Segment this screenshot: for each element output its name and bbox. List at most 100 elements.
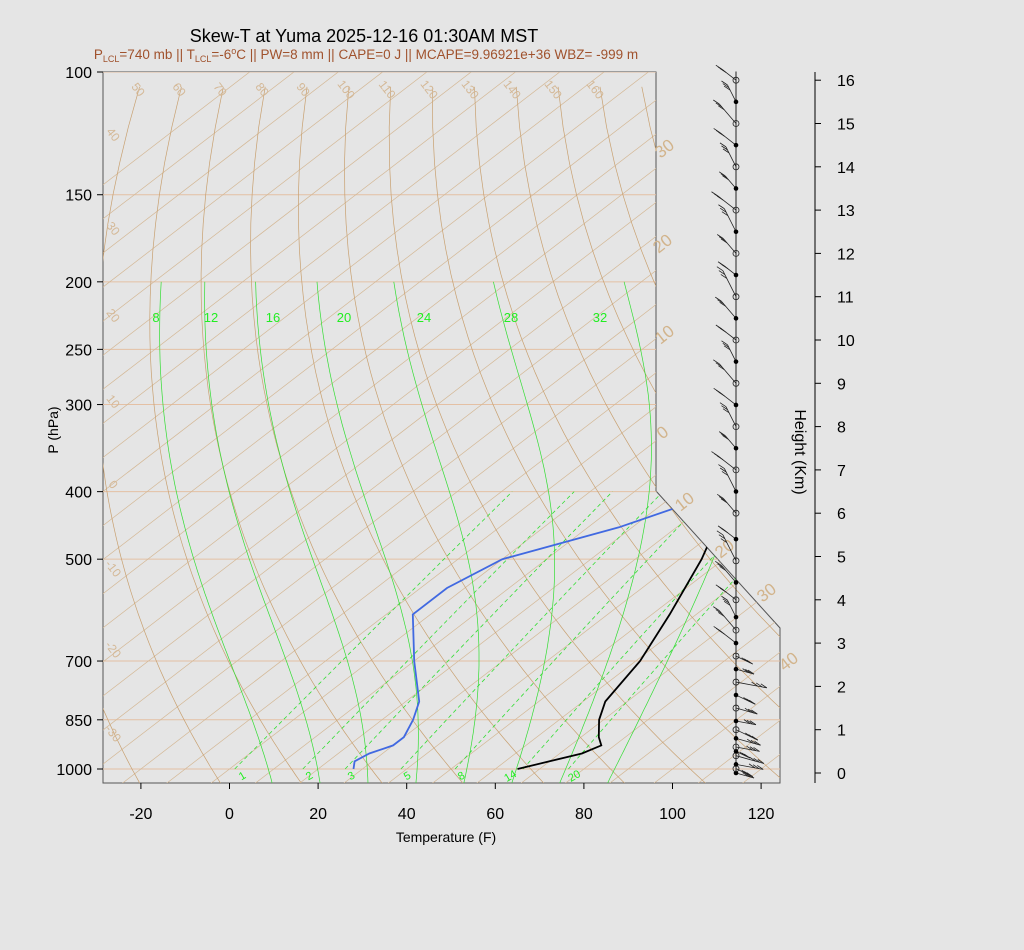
wind-barb-feather	[757, 759, 765, 764]
wind-barb-feather	[716, 266, 724, 271]
isotherm-line	[103, 72, 779, 783]
wind-barb-feather	[723, 85, 731, 91]
mixing-ratio-bottom-label: 2	[304, 770, 315, 783]
mixing-ratio-bottom-label: 3	[346, 770, 357, 783]
height-tick-label: 7	[837, 463, 846, 480]
wind-barb-feather	[720, 238, 728, 244]
moist-adiabat	[393, 281, 480, 783]
height-tick-label: 1	[837, 723, 846, 740]
wind-barb	[716, 493, 740, 517]
wind-barb-feather	[719, 566, 726, 571]
wind-barb-calm	[732, 249, 740, 257]
wind-barb-feather	[721, 471, 729, 476]
wind-barb-calm	[732, 626, 740, 634]
moist-adiabat	[159, 281, 273, 783]
mixing-ratio-label: 16	[266, 310, 280, 325]
wind-barb-feather	[747, 708, 755, 714]
mixing-ratio-bottom-label: 8	[456, 770, 467, 783]
wind-barb-feather	[719, 301, 726, 307]
wind-barb-feather	[756, 765, 764, 770]
wind-barb	[733, 736, 761, 746]
wind-barb-feather	[749, 699, 756, 705]
dry-adiabat	[474, 86, 780, 783]
wind-barb-dot	[733, 718, 739, 724]
dry-adiabat	[200, 86, 383, 783]
wind-barb-staff	[727, 600, 737, 618]
pressure-tick-label: 400	[65, 485, 92, 502]
wind-barb-feather	[719, 142, 727, 148]
mixing-ratio-labels: 8 12 16 20 24 28 321 2 3 5 8 14 20	[152, 310, 607, 785]
isotherm-line	[103, 72, 425, 783]
temperature-tick-label: 0	[225, 806, 234, 823]
wind-barb	[717, 525, 739, 542]
isotherm-line	[786, 40, 1024, 784]
temperature-tick-label: 40	[398, 806, 416, 823]
isotherm-line	[1008, 40, 1024, 784]
height-tick-label: 11	[837, 290, 854, 307]
wind-barb-feather	[718, 270, 726, 275]
wind-barb-dot	[733, 445, 739, 451]
temperature-tick-label: 120	[748, 806, 775, 823]
wind-barb-dot	[733, 762, 739, 767]
wind-barb	[721, 80, 739, 105]
isotherm-line	[103, 72, 780, 783]
pressure-tick-label: 100	[65, 65, 92, 82]
wind-barb-feather	[715, 102, 723, 108]
moist-adiabat	[316, 281, 419, 783]
wind-barb-calm	[732, 336, 740, 344]
wind-barb-staff	[724, 208, 737, 232]
height-tick-label: 15	[837, 117, 855, 134]
wind-barb-feather	[717, 299, 724, 305]
mixing-ratio-bottom-label: 1	[237, 770, 248, 783]
isotherm-line	[919, 40, 1024, 784]
wind-barb	[713, 359, 740, 387]
wind-barb	[733, 666, 755, 675]
wind-barb	[715, 64, 740, 84]
wind-barb-calm	[732, 557, 740, 565]
wind-barb-feather	[751, 709, 758, 715]
wind-barb-calm	[732, 163, 740, 171]
dry-adiabat	[851, 87, 1024, 784]
wind-barb-staff	[724, 175, 737, 189]
wind-barb	[721, 340, 739, 364]
dry-adiabat-label: 30	[753, 579, 780, 606]
wind-barb-feather	[713, 606, 720, 611]
isotherm-line	[103, 72, 602, 783]
x-axis-label: Temperature (F)	[396, 829, 496, 845]
dry-adiabat	[103, 86, 222, 783]
temperature-profile	[517, 72, 780, 770]
height-tick-label: 16	[837, 73, 855, 90]
wind-barb-feather	[746, 719, 754, 725]
temperature-tick-label: -20	[129, 806, 152, 823]
wind-barb-staff	[725, 146, 737, 167]
wind-barb-dot	[733, 186, 739, 191]
wind-barb	[733, 718, 757, 726]
isotherm-line	[103, 72, 558, 783]
wind-barb-feather	[718, 236, 726, 242]
wind-barb-feather	[753, 757, 760, 763]
isotherm-line	[831, 40, 1024, 784]
wind-barb-feather	[743, 719, 751, 724]
moist-adiabats	[159, 281, 780, 783]
wind-barb	[711, 451, 740, 474]
wind-barb-feather	[718, 105, 725, 111]
wind-barb-dot	[733, 229, 739, 235]
isotherm-line	[608, 72, 780, 783]
wind-barb-dot	[733, 272, 739, 278]
temperature-tick-label: 20	[309, 806, 327, 823]
wind-barb-feather	[720, 433, 728, 438]
dry-adiabat	[388, 86, 707, 783]
wind-barb-feather	[713, 359, 720, 365]
wind-barb-dot	[733, 316, 739, 321]
wind-barb-feather	[721, 528, 728, 534]
wind-barbs	[711, 64, 768, 779]
pressure-axis: 100 150 200 250 300 400 500 700 850 1000	[56, 65, 103, 779]
y-axis-label: P (hPa)	[45, 406, 61, 453]
height-tick-label: 3	[837, 636, 846, 653]
mixing-ratio-label: 8	[152, 310, 159, 325]
dewpoint-profile	[352, 72, 780, 770]
wind-barb-staff	[718, 610, 737, 631]
mixing-ratio-label: 12	[204, 310, 218, 325]
height-tick-label: 6	[837, 506, 846, 523]
wind-barb-feather	[716, 493, 724, 499]
